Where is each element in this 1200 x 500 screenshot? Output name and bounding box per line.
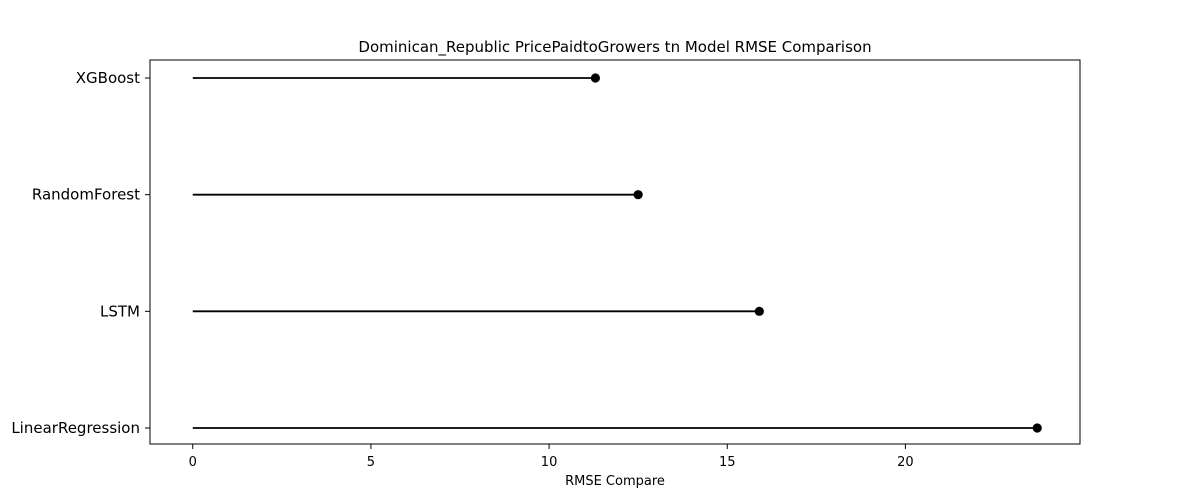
x-tick-label-15: 15 <box>719 455 736 470</box>
x-tick-label-0: 0 <box>189 455 197 470</box>
marker-linearregression <box>1032 423 1042 433</box>
y-axis: XGBoost RandomForest LSTM LinearRegression <box>11 69 150 437</box>
x-axis-label: RMSE Compare <box>565 474 665 489</box>
x-tick-label-10: 10 <box>541 455 558 470</box>
marker-randomforest <box>633 190 643 200</box>
x-tick-label-5: 5 <box>367 455 375 470</box>
plot-frame <box>149 59 1081 445</box>
marker-xgboost <box>590 73 601 83</box>
chart-marks <box>192 73 1042 433</box>
chart-title: Dominican_Republic PricePaidtoGrowers tn… <box>358 38 871 57</box>
x-axis: 0 5 10 15 20 <box>189 444 914 470</box>
x-tick-label-20: 20 <box>897 455 914 470</box>
y-tick-label-linearregression: LinearRegression <box>11 419 140 437</box>
y-tick-label-randomforest: RandomForest <box>32 186 140 204</box>
y-tick-label-lstm: LSTM <box>100 302 140 320</box>
marker-lstm <box>754 306 764 316</box>
y-tick-label-xgboost: XGBoost <box>76 69 140 87</box>
